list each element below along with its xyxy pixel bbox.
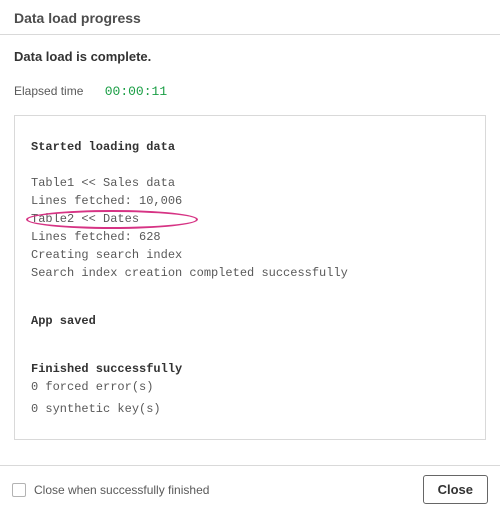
log-line: Search index creation completed successf… (31, 264, 469, 282)
log-lines: Table1 << Sales data Lines fetched: 10,0… (31, 174, 469, 282)
log-line: Table1 << Sales data (31, 174, 469, 192)
status-message: Data load is complete. (14, 49, 486, 64)
checkbox-icon[interactable] (12, 483, 26, 497)
elapsed-row: Elapsed time 00:00:11 (14, 84, 486, 99)
log-line: Lines fetched: 628 (31, 228, 469, 246)
close-button[interactable]: Close (423, 475, 488, 504)
elapsed-value: 00:00:11 (105, 84, 167, 99)
log-line-highlighted: Lines fetched: 10,006 (31, 192, 469, 210)
log-line: Table2 << Dates (31, 210, 469, 228)
status-section: Data load is complete. Elapsed time 00:0… (0, 35, 500, 99)
log-panel: Started loading data Table1 << Sales dat… (14, 115, 486, 440)
dialog-header: Data load progress (0, 0, 500, 35)
log-synthetic-keys: 0 synthetic key(s) (31, 400, 469, 418)
log-forced-errors: 0 forced error(s) (31, 378, 469, 396)
dialog-footer: Close when successfully finished Close (0, 465, 500, 513)
log-started-heading: Started loading data (31, 138, 469, 156)
log-line: Creating search index (31, 246, 469, 264)
log-saved-heading: App saved (31, 312, 469, 330)
close-when-finished-option[interactable]: Close when successfully finished (12, 483, 209, 497)
dialog-title: Data load progress (14, 10, 486, 26)
checkbox-label: Close when successfully finished (34, 483, 209, 497)
elapsed-label: Elapsed time (14, 84, 83, 98)
log-finished-heading: Finished successfully (31, 360, 469, 378)
